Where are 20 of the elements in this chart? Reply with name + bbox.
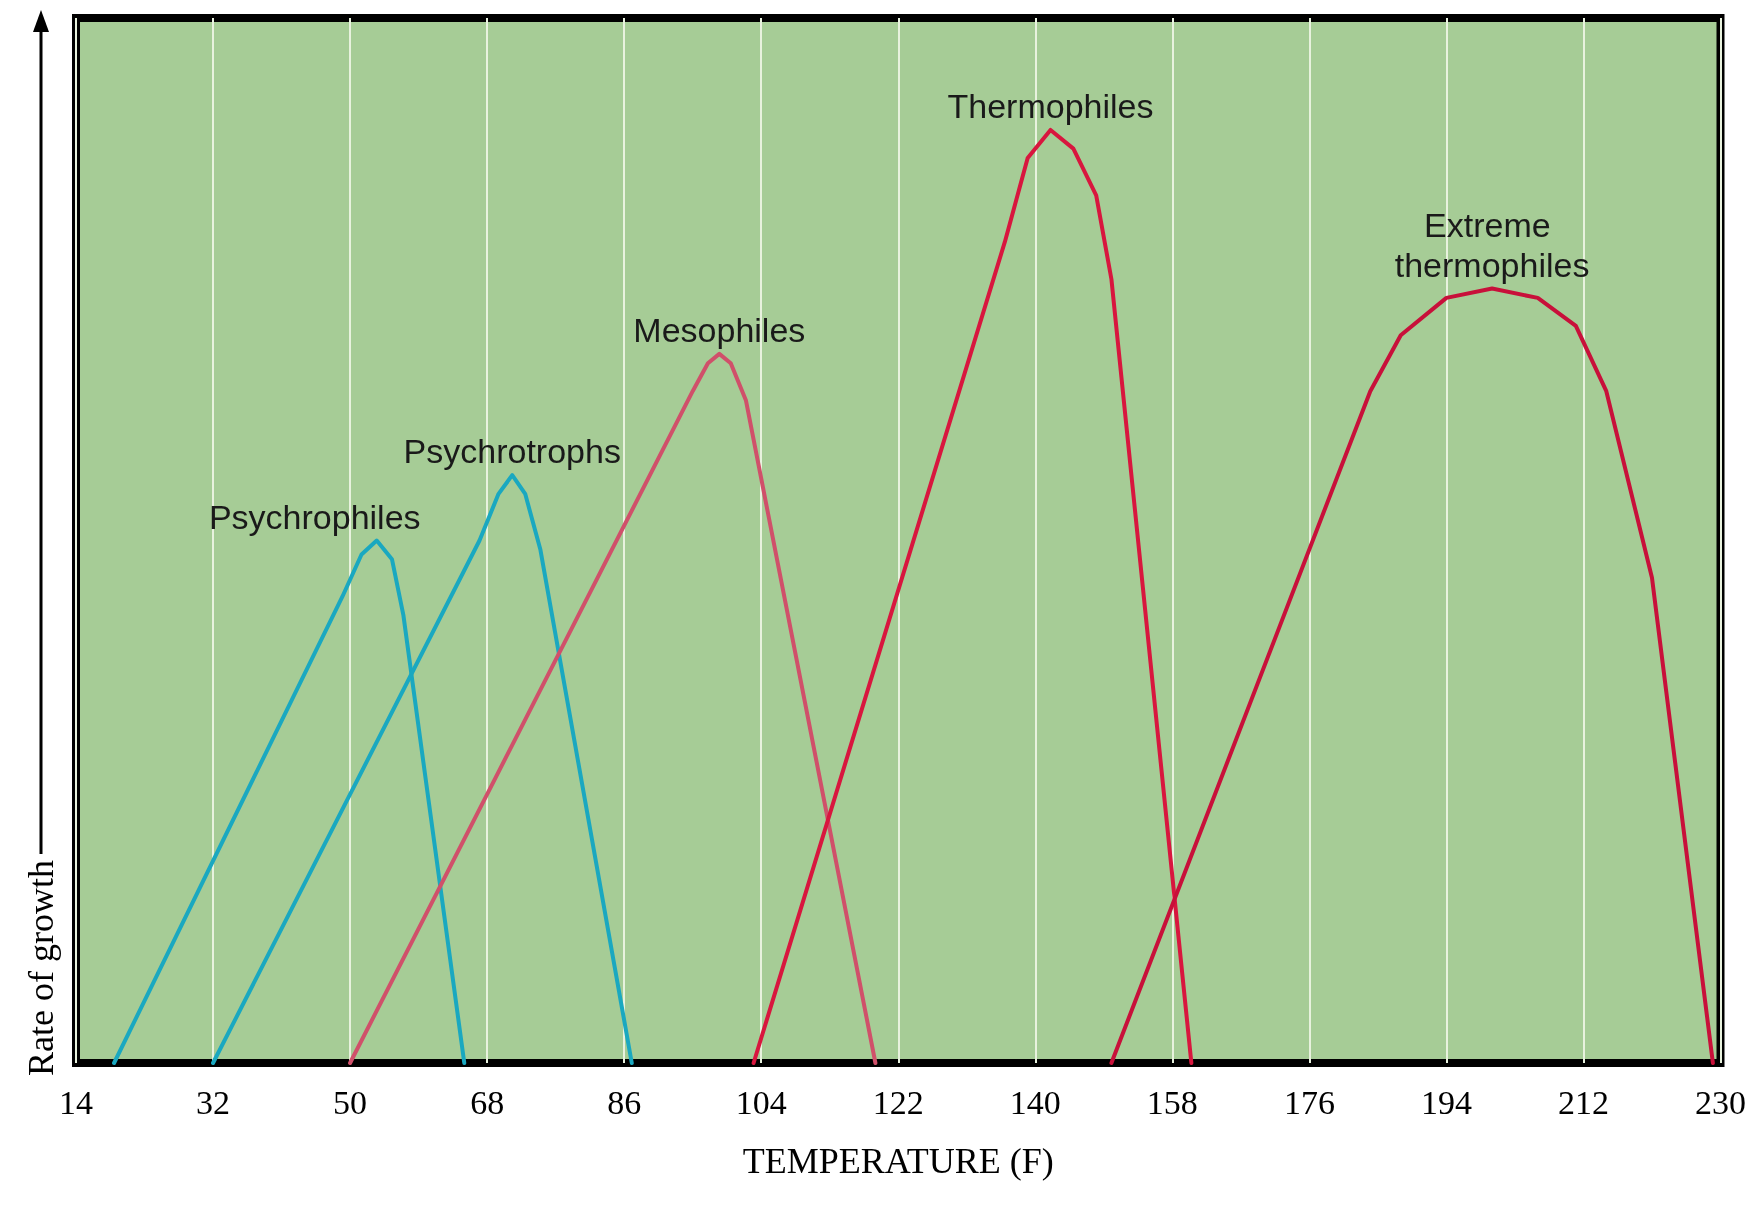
x-tick-label: 176 bbox=[1283, 1083, 1335, 1121]
x-tick-label: 194 bbox=[1420, 1083, 1472, 1121]
x-tick-label: 68 bbox=[470, 1083, 505, 1121]
series-label: Psychrophiles bbox=[208, 497, 421, 536]
x-tick-label: 122 bbox=[872, 1083, 924, 1121]
x-tick-label: 212 bbox=[1557, 1083, 1609, 1121]
x-tick-label: 104 bbox=[735, 1083, 787, 1121]
x-tick-label: 86 bbox=[607, 1083, 642, 1121]
x-tick-label: 230 bbox=[1695, 1083, 1746, 1121]
series-label: Thermophiles bbox=[947, 86, 1154, 125]
series-label: Psychrotrophs bbox=[403, 432, 621, 471]
series-label: Mesophiles bbox=[633, 310, 806, 349]
y-axis-title: Rate of growth bbox=[21, 860, 61, 1076]
x-tick-label: 158 bbox=[1146, 1083, 1198, 1121]
x-tick-label: 14 bbox=[59, 1083, 93, 1121]
x-axis-title: TEMPERATURE (F) bbox=[742, 1141, 1054, 1181]
x-tick-label: 140 bbox=[1009, 1083, 1061, 1121]
x-tick-label: 50 bbox=[333, 1083, 368, 1121]
x-tick-label: 32 bbox=[196, 1083, 231, 1121]
series-label: Extreme thermophiles bbox=[1394, 205, 1590, 284]
